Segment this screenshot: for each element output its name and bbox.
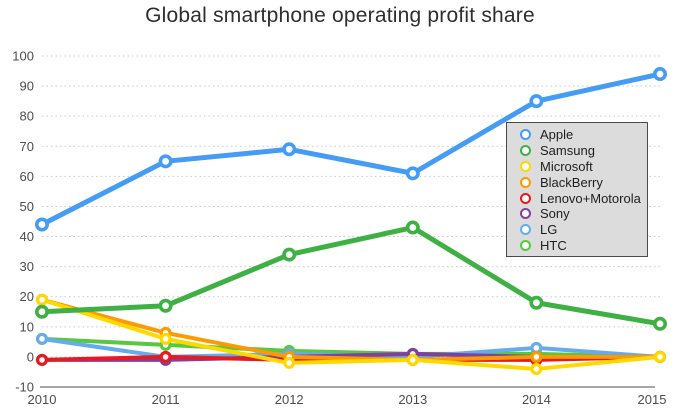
data-point-apple-2015 — [652, 67, 667, 82]
legend-marker-icon — [520, 208, 531, 220]
data-point-microsoft-2010 — [35, 293, 48, 306]
legend-item-apple: Apple — [520, 127, 647, 143]
series-line-samsung — [39, 225, 663, 327]
data-point-samsung-2012 — [282, 247, 297, 262]
legend: Apple Samsung Microsoft BlackBerry Lenovo+Mo… — [506, 122, 648, 257]
x-tick-label: 2011 — [152, 392, 180, 407]
legend-marker-icon — [520, 192, 531, 204]
legend-marker-icon — [520, 160, 531, 172]
series-line-apple — [39, 71, 663, 228]
x-tick-label: 2015 — [638, 392, 667, 407]
data-point-apple-2013 — [405, 166, 420, 181]
y-tick-label: 60 — [20, 169, 34, 184]
y-tick-label: 0 — [27, 349, 34, 364]
data-point-samsung-2013 — [405, 220, 420, 235]
legend-label: Sony — [540, 206, 570, 222]
legend-label: Microsoft — [540, 158, 593, 174]
data-point-lg-2010 — [35, 332, 48, 345]
legend-item-sony: Sony — [520, 206, 647, 222]
legend-label: LG — [540, 222, 558, 238]
legend-item-microsoft: Microsoft — [520, 159, 647, 175]
data-point-apple-2011 — [158, 154, 173, 169]
data-point-samsung-2015 — [652, 316, 667, 331]
legend-item-blackberry: BlackBerry — [520, 174, 647, 190]
data-point-microsoft-2014 — [530, 362, 543, 375]
series-line-microsoft — [40, 297, 662, 371]
legend-item-samsung: Samsung — [520, 143, 647, 159]
legend-label: HTC — [540, 237, 567, 253]
legend-label: Samsung — [540, 143, 595, 159]
series-line-htc — [40, 336, 662, 359]
y-tick-label: 100 — [12, 49, 34, 64]
legend-item-lenovo+motorola: Lenovo+Motorola — [520, 190, 647, 206]
y-tick-label: 50 — [20, 199, 34, 214]
y-tick-label: 70 — [20, 139, 34, 154]
series-line-blackberry — [40, 297, 662, 362]
x-tick-label: 2010 — [28, 392, 57, 407]
data-point-samsung-2014 — [529, 295, 544, 310]
data-point-blackberry-2014 — [530, 350, 543, 363]
data-point-lenovo+motorola-2010 — [35, 353, 48, 366]
legend-label: BlackBerry — [540, 174, 603, 190]
data-point-samsung-2010 — [34, 304, 49, 319]
y-tick-label: 90 — [20, 79, 34, 94]
legend-marker-icon — [520, 239, 531, 251]
legend-marker-icon — [520, 224, 531, 236]
y-tick-label: 10 — [20, 319, 34, 334]
legend-marker-icon — [520, 176, 531, 188]
legend-label: Apple — [540, 127, 574, 143]
legend-marker-icon — [520, 145, 531, 157]
data-point-apple-2012 — [282, 142, 297, 157]
data-point-apple-2014 — [529, 94, 544, 109]
data-point-samsung-2011 — [158, 298, 173, 313]
data-point-microsoft-2015 — [653, 350, 666, 363]
data-point-microsoft-2013 — [406, 353, 419, 366]
y-tick-label: 80 — [20, 109, 34, 124]
legend-label: Lenovo+Motorola — [540, 190, 641, 206]
data-point-microsoft-2012 — [283, 356, 296, 369]
x-tick-label: 2014 — [522, 392, 551, 407]
legend-item-htc: HTC — [520, 238, 647, 254]
data-point-lenovo+motorola-2011 — [159, 350, 172, 363]
y-tick-label: 20 — [20, 289, 34, 304]
y-tick-label: 40 — [20, 229, 34, 244]
chart-title: Global smartphone operating profit share — [145, 4, 535, 27]
y-tick-label: -10 — [15, 380, 34, 395]
legend-marker-icon — [520, 129, 531, 141]
x-tick-label: 2012 — [275, 392, 304, 407]
legend-item-lg: LG — [520, 222, 647, 238]
data-point-apple-2010 — [34, 217, 49, 232]
x-tick-label: 2013 — [398, 392, 427, 407]
y-tick-label: 30 — [20, 259, 34, 274]
data-point-microsoft-2011 — [159, 332, 172, 345]
